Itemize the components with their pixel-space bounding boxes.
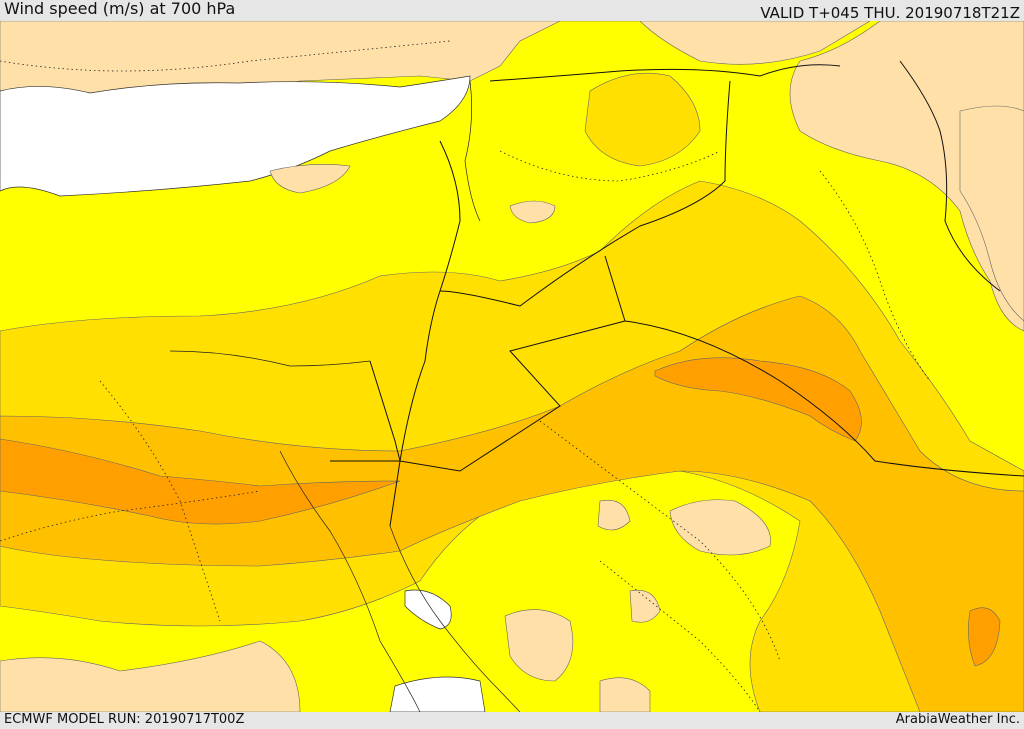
map-title: Wind speed (m/s) at 700 hPa [4,0,236,18]
low-wind-east-strip [959,105,1024,322]
low-wind-patch-1 [669,499,771,556]
low-wind-northeast [789,21,1024,332]
credit: ArabiaWeather Inc. [895,712,1020,727]
model-run: ECMWF MODEL RUN: 20190717T00Z [4,712,245,727]
band-dark-orange-east [654,357,862,442]
low-wind-patch-6 [509,200,556,224]
low-wind-patch-7 [599,677,651,712]
sea-mediterranean [0,75,471,197]
low-wind-patch-8 [269,164,351,194]
band-dark-orange-south [968,607,1001,667]
sea-south-patch [389,676,486,712]
country-borders [330,60,1024,527]
wind-speed-map [0,21,1024,712]
footer-bar: ECMWF MODEL RUN: 20190717T00Z ArabiaWeat… [0,712,1024,729]
low-wind-patch-5 [597,499,631,531]
band-gold-north [584,72,701,167]
valid-time: VALID T+045 THU. 20190718T21Z [760,4,1020,22]
low-wind-patch-3 [0,640,301,712]
coastlines [169,80,521,712]
province-boundaries [0,40,931,712]
header-bar: Wind speed (m/s) at 700 hPa VALID T+045 … [0,0,1024,22]
low-wind-patch-2 [504,609,574,682]
low-wind-patch-4 [629,589,661,623]
sea-red-sea-patch [404,589,452,630]
band-dark-orange [0,438,401,525]
